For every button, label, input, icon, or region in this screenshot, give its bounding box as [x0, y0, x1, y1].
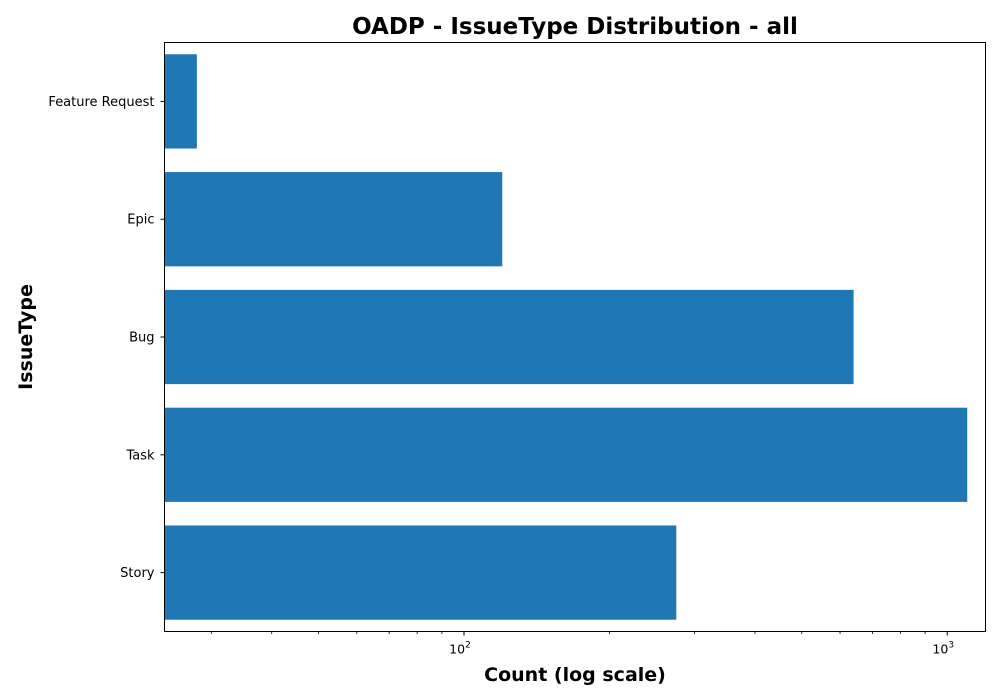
bar-feature-request: [164, 54, 197, 149]
plot-frame: [164, 42, 986, 632]
y-tick-label: Task: [125, 448, 155, 463]
bars-group: [164, 54, 968, 620]
bar-bug: [164, 289, 854, 385]
y-tick-label: Feature Request: [48, 95, 154, 110]
x-tick-label: 102: [449, 641, 471, 657]
bar-story: [164, 525, 677, 620]
y-ticks-group: Feature Request Epic Bug Task Story: [48, 95, 165, 581]
bar-epic: [164, 172, 503, 267]
chart-title: OADP - IssueType Distribution - all: [352, 14, 798, 40]
y-tick-label: Epic: [127, 213, 154, 228]
x-axis-label: Count (log scale): [484, 664, 666, 686]
bar-task: [164, 407, 968, 502]
y-tick-label: Bug: [129, 331, 154, 346]
x-ticks-group: 102 103: [210, 631, 954, 657]
x-tick-label: 103: [932, 641, 954, 657]
y-axis-label: IssueType: [15, 284, 37, 390]
y-tick-label: Story: [120, 566, 155, 581]
